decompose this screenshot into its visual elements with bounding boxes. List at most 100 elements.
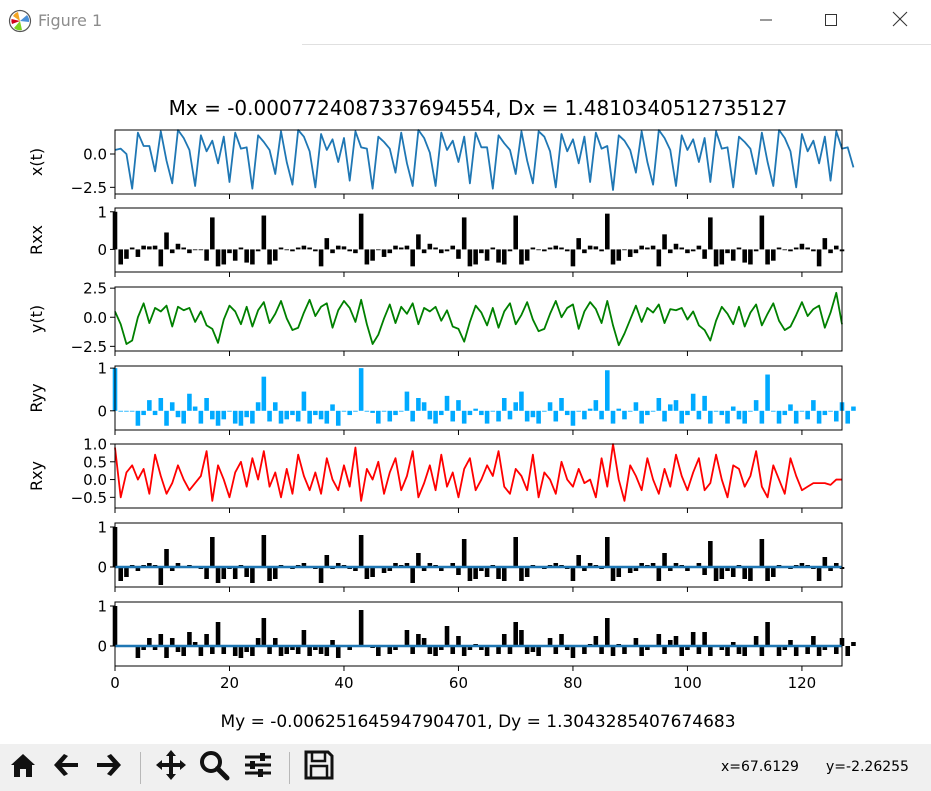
forward-button[interactable] (92, 750, 126, 784)
bar (685, 567, 690, 571)
bar (364, 567, 370, 579)
bar (519, 630, 524, 646)
bar (416, 634, 421, 646)
bar (421, 567, 427, 571)
bar (255, 249, 261, 252)
figure-canvas[interactable]: Mx = -0.0007724087337694554, Dx = 1.4810… (0, 46, 931, 742)
bar (181, 410, 186, 424)
bar (753, 400, 759, 411)
bar (708, 217, 713, 250)
bar (673, 563, 679, 567)
bar (410, 249, 415, 267)
bar (147, 638, 152, 646)
bar (725, 567, 730, 571)
bar (542, 410, 547, 412)
bar (238, 410, 244, 426)
bar (267, 249, 272, 265)
bar (793, 646, 799, 656)
bar (347, 249, 352, 252)
pan-icon (155, 749, 187, 785)
bar (696, 410, 702, 420)
series-line (114, 443, 842, 502)
bar (147, 400, 152, 411)
home-button[interactable] (6, 750, 40, 784)
bar (387, 410, 393, 422)
bar (215, 249, 221, 267)
bar (261, 215, 267, 250)
bar (782, 410, 788, 416)
y-tick-label: −2.5 (71, 338, 107, 356)
bar (290, 249, 295, 252)
y-tick-label: −2.5 (71, 179, 107, 197)
save-button[interactable] (302, 750, 336, 784)
subplot-1: 0.0 −2.5 x(t) (27, 129, 855, 199)
bar (822, 646, 828, 650)
bar (124, 567, 129, 577)
subplot-4: 1 0 Ryy (27, 360, 856, 435)
bar (370, 567, 375, 577)
bar (662, 410, 667, 422)
cursor-x-readout: x=67.6129 (721, 759, 799, 775)
bar (593, 400, 599, 411)
bar (793, 247, 799, 250)
bar (501, 249, 507, 265)
bar (204, 567, 209, 579)
bar (553, 245, 559, 250)
y-tick-label: 0 (97, 241, 107, 259)
minimize-button[interactable] (743, 0, 789, 42)
y-axis-label: Rxx (27, 225, 46, 255)
bar (255, 638, 261, 646)
bar (284, 249, 290, 251)
bar (370, 249, 375, 261)
bar (679, 247, 685, 250)
pan-button[interactable] (154, 750, 188, 784)
bar (524, 249, 530, 261)
bar (690, 249, 696, 252)
subplot-2: 1 0 Rxx (27, 203, 845, 277)
bar (427, 646, 433, 654)
bar (587, 563, 593, 567)
bar (227, 410, 232, 412)
bar (587, 408, 593, 411)
bar (416, 398, 421, 411)
bar (175, 646, 181, 652)
bar (467, 567, 473, 581)
bar (467, 410, 473, 416)
bar (358, 535, 364, 567)
bar (175, 243, 181, 250)
bar (272, 567, 278, 579)
back-button[interactable] (49, 750, 83, 784)
bar (776, 247, 782, 250)
zoom-button[interactable] (197, 750, 231, 784)
bar (536, 249, 541, 251)
minimize-icon (759, 12, 773, 31)
bar (324, 238, 330, 250)
y-axis-label: Rxy (27, 461, 46, 491)
bar (221, 410, 227, 420)
series-line (114, 129, 855, 191)
bar (381, 567, 387, 573)
bar (650, 410, 656, 412)
bar (811, 249, 816, 252)
bar (753, 636, 759, 646)
maximize-button[interactable] (808, 0, 854, 42)
bar (828, 567, 833, 571)
bar (713, 249, 719, 267)
matplotlib-logo-icon (8, 9, 32, 33)
bar (215, 622, 221, 646)
close-button[interactable] (877, 0, 923, 42)
bar (335, 563, 341, 567)
configure-subplots-button[interactable] (241, 750, 275, 784)
bar (771, 567, 776, 577)
bar (788, 640, 793, 646)
bar (576, 410, 581, 412)
x-tick-label: 60 (449, 674, 468, 692)
window-title: Figure 1 (38, 11, 103, 30)
bar (736, 646, 742, 654)
bar (679, 646, 685, 656)
bar (616, 408, 622, 411)
bar (685, 410, 690, 416)
bar (158, 398, 164, 411)
bar (318, 249, 324, 267)
bar (559, 634, 564, 646)
